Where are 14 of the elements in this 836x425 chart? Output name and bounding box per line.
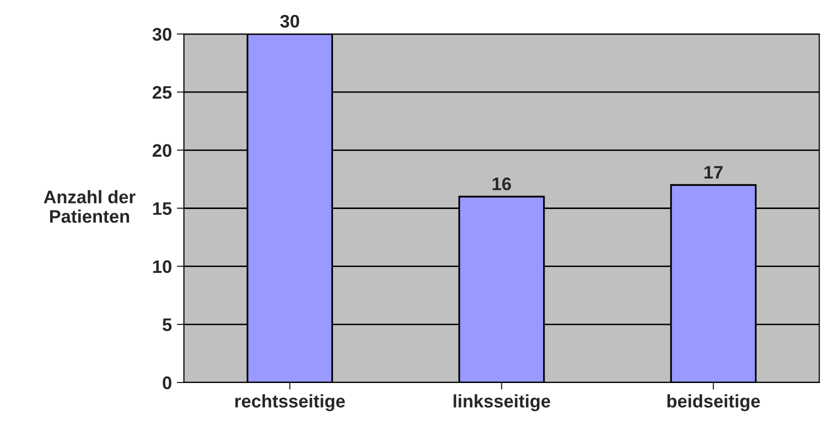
- x-tick-label: beidseitige: [667, 394, 760, 412]
- y-tick-label: 20: [152, 144, 172, 157]
- data-label: 16: [492, 178, 511, 190]
- x-tick-label: rechtsseitige: [235, 394, 345, 412]
- y-tick-label: 0: [162, 376, 172, 390]
- y-tick-label: 5: [162, 318, 172, 332]
- y-tick-label: 25: [152, 86, 172, 99]
- data-label: 30: [280, 14, 300, 28]
- x-tick-label: linksseitige: [454, 394, 550, 412]
- y-tick-label: 15: [153, 202, 172, 215]
- data-label: 17: [704, 166, 723, 178]
- y-axis-title: Anzahl der Patienten: [44, 190, 136, 223]
- y-tick-label: 10: [153, 260, 172, 274]
- y-tick-label: 30: [152, 28, 172, 41]
